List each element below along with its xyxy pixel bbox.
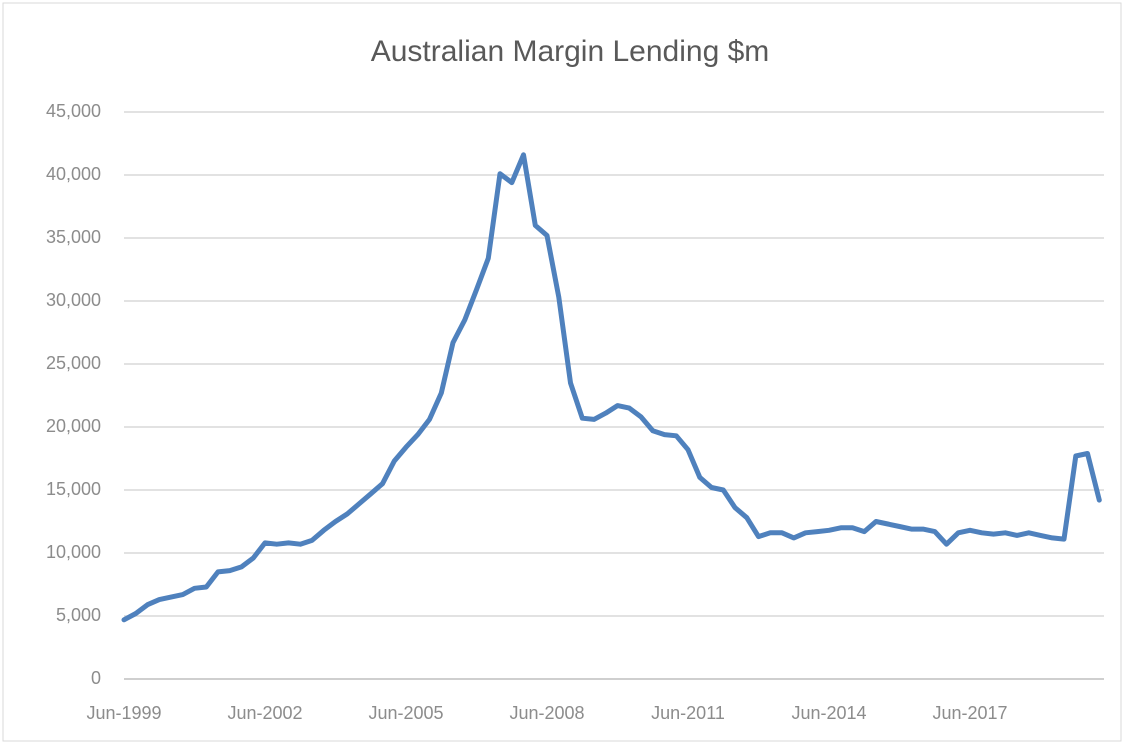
y-tick-label: 20,000 — [46, 416, 101, 436]
line — [121, 152, 1102, 623]
y-tick-label: 15,000 — [46, 479, 101, 499]
y-tick-label: 10,000 — [46, 542, 101, 562]
y-tick-label: 0 — [91, 668, 101, 688]
x-tick-label: Jun-1999 — [86, 703, 161, 723]
x-tick-label: Jun-2017 — [933, 703, 1008, 723]
x-tick-label: Jun-2011 — [651, 703, 725, 723]
x-tick-label: Jun-2005 — [368, 703, 443, 723]
y-tick-label: 5,000 — [56, 605, 101, 625]
chart-title: Australian Margin Lending $m — [371, 35, 770, 68]
x-tick-label: Jun-2014 — [792, 703, 867, 723]
x-tick-label: Jun-2008 — [509, 703, 584, 723]
y-tick-label: 45,000 — [46, 101, 101, 121]
y-tick-label: 25,000 — [46, 353, 101, 373]
x-tick-label: Jun-2002 — [227, 703, 302, 723]
y-tick-label: 30,000 — [46, 290, 101, 310]
y-tick-label: 35,000 — [46, 227, 101, 247]
y-tick-label: 40,000 — [46, 164, 101, 184]
